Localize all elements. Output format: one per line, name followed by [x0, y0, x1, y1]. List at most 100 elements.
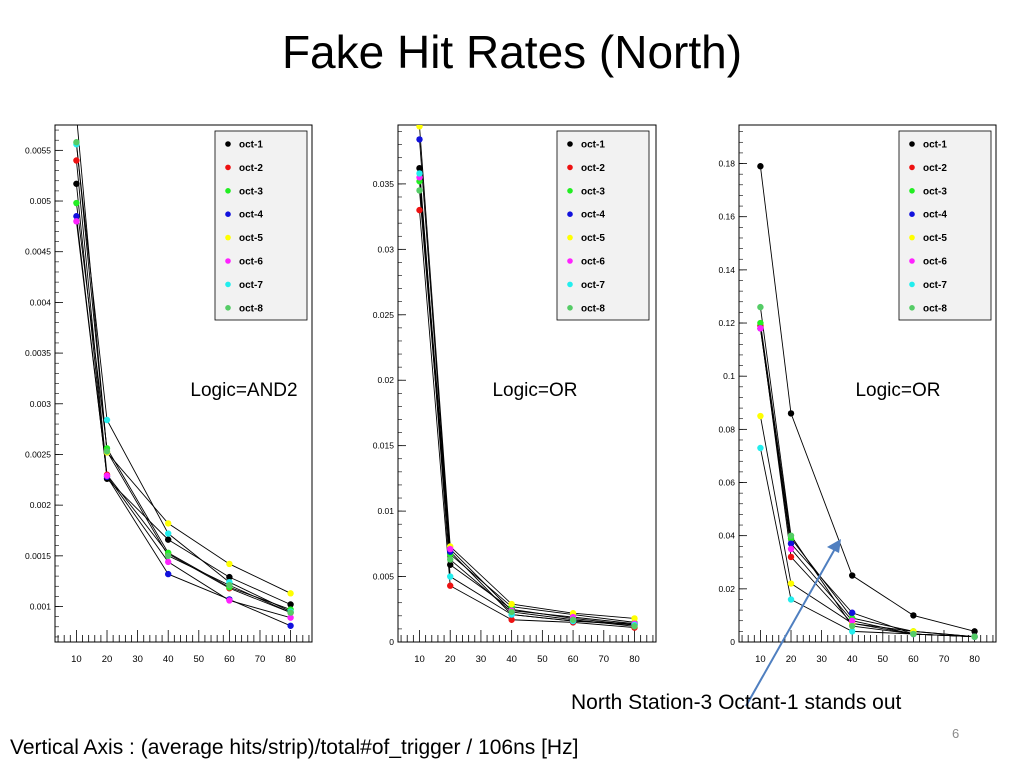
chart-1-ytick-label: 0.0025 [25, 449, 51, 459]
chart-2-ytick-label: 0.035 [373, 179, 395, 189]
chart-1-point-oct-6 [226, 597, 233, 604]
chart-2-ytick-label: 0.03 [377, 244, 394, 254]
callout-text: North Station-3 Octant-1 stands out [571, 691, 902, 714]
chart-1-point-oct-6 [103, 472, 111, 479]
chart-1-legend-label: oct-8 [239, 303, 263, 314]
chart-2-frame [397, 124, 657, 643]
chart-2-point-oct-2 [447, 582, 454, 589]
chart-2-legend [556, 130, 650, 321]
chart-3-legend-label: oct-2 [923, 163, 947, 174]
chart-3-legend-label: oct-8 [923, 303, 947, 314]
chart-1-legend-label: oct-6 [239, 257, 263, 268]
chart-3-xtick-label: 40 [847, 654, 858, 665]
chart-3-legend-label: oct-1 [923, 140, 947, 151]
chart-3-series-line-oct-2 [759, 325, 975, 638]
chart-2-legend-marker-oct-5 [567, 234, 573, 241]
callout-arrow-head [827, 539, 841, 553]
chart-3-point-oct-2 [787, 553, 795, 561]
chart-2-point-oct-8 [416, 187, 423, 194]
chart-3-point-oct-8 [757, 303, 764, 311]
chart-2-legend-marker-oct-4 [567, 211, 573, 217]
chart-3-legend-marker-oct-5 [909, 234, 915, 241]
chart-2-legend-marker-oct-1 [567, 141, 573, 147]
chart-3-point-oct-1 [849, 572, 856, 579]
chart-1-ytick-label: 0.003 [30, 399, 52, 409]
chart-2-point-oct-8 [447, 556, 454, 563]
chart-1-ytick-label: 0.0045 [25, 247, 51, 257]
chart-3-point-oct-1 [971, 628, 978, 635]
chart-1-point-oct-2 [73, 157, 80, 164]
chart-2-xtick-label: 30 [476, 654, 487, 665]
chart-1-point-oct-5 [73, 112, 79, 118]
chart-2-point-oct-5 [416, 125, 423, 130]
chart-1-xtick-label: 40 [163, 654, 174, 665]
chart-3-legend-label: oct-6 [923, 257, 947, 268]
chart-3-ytick-label: 0.04 [718, 531, 735, 541]
chart-3-ytick-label: 0.02 [718, 584, 735, 594]
chart-2-ytick-label: 0.015 [373, 441, 395, 451]
vertical-axis-note: Vertical Axis : (average hits/strip)/tot… [10, 736, 579, 759]
chart-1-point-oct-8 [165, 552, 172, 560]
chart-3-series-line-oct-5 [759, 415, 975, 638]
chart-3-point-oct-1 [787, 410, 795, 417]
chart-1-xtick-label: 80 [285, 654, 296, 665]
chart-2-xtick-label: 10 [414, 654, 425, 665]
chart-1-xtick-label: 10 [71, 654, 82, 665]
chart-3-legend-marker-oct-7 [909, 281, 915, 288]
chart-3-ytick-label: 0.06 [718, 478, 735, 488]
chart-3-xtick-label: 50 [878, 654, 889, 665]
chart-1-point-oct-4 [287, 622, 294, 629]
chart-2-point-oct-7 [447, 573, 454, 580]
chart-3-legend-marker-oct-4 [909, 211, 915, 217]
chart-3-ytick-label: 0 [730, 637, 735, 647]
chart-3-xtick-label: 20 [786, 654, 797, 665]
chart-3-xtick-label: 80 [969, 654, 980, 665]
chart-3-point-oct-1 [910, 612, 917, 619]
chart-2-legend-label: oct-7 [581, 280, 605, 291]
chart-1-point-oct-3 [73, 199, 80, 207]
chart-2-point-oct-5 [631, 615, 638, 622]
chart-2-point-oct-5 [508, 600, 515, 608]
chart-1-legend-label: oct-3 [239, 186, 263, 197]
chart-1-point-oct-5 [165, 520, 172, 527]
chart-1-point-oct-1 [226, 573, 233, 581]
chart-1-point-oct-4 [73, 213, 80, 220]
chart-1-point-oct-5 [226, 560, 233, 568]
chart-2-ytick-label: 0 [389, 637, 394, 647]
chart-2-xtick-label: 20 [445, 654, 456, 665]
chart-1-point-oct-8 [73, 139, 80, 146]
chart-2-xtick-label: 60 [568, 654, 579, 665]
chart-3-series-line-oct-4 [759, 328, 975, 638]
chart-3-legend-label: oct-3 [923, 186, 947, 197]
chart-3-point-oct-8 [971, 633, 978, 640]
chart-2-xtick-label: 40 [506, 654, 517, 665]
chart-2-legend-marker-oct-2 [567, 164, 573, 171]
chart-1-ytick-label: 0.002 [30, 500, 52, 510]
chart-3-point-oct-8 [849, 622, 856, 630]
chart-3-series-line-oct-6 [759, 328, 975, 638]
chart-1-point-oct-5 [287, 590, 294, 597]
chart-2-legend-marker-oct-3 [567, 188, 573, 194]
chart-3-xtick-label: 30 [816, 654, 827, 665]
chart-1-xtick-label: 30 [132, 654, 143, 665]
chart-1-legend-marker-oct-6 [225, 258, 231, 264]
chart-1-point-oct-8 [226, 582, 233, 589]
chart-1-ytick-label: 0.0035 [25, 348, 51, 358]
chart-3-legend-marker-oct-8 [909, 305, 915, 311]
chart-3-point-oct-4 [787, 540, 795, 547]
callout-arrow-line [745, 546, 837, 707]
chart-3-annotation: Logic=OR [855, 380, 940, 401]
chart-2-legend-label: oct-6 [581, 257, 605, 268]
chart-2-point-oct-1 [416, 164, 423, 172]
chart-2-point-oct-2 [508, 616, 515, 623]
chart-1-legend-marker-oct-1 [225, 141, 231, 147]
chart-3-legend-label: oct-4 [923, 210, 947, 221]
chart-3-legend-marker-oct-6 [909, 258, 915, 264]
chart-2-legend-label: oct-2 [581, 163, 605, 174]
chart-3-ytick-label: 0.12 [718, 318, 735, 328]
slide-number: 6 [952, 726, 960, 741]
chart-1-point-oct-8 [103, 448, 111, 455]
chart-2-ytick-label: 0.005 [373, 572, 395, 582]
chart-3-legend-marker-oct-3 [909, 188, 915, 194]
chart-3-ytick-label: 0.1 [723, 371, 735, 381]
